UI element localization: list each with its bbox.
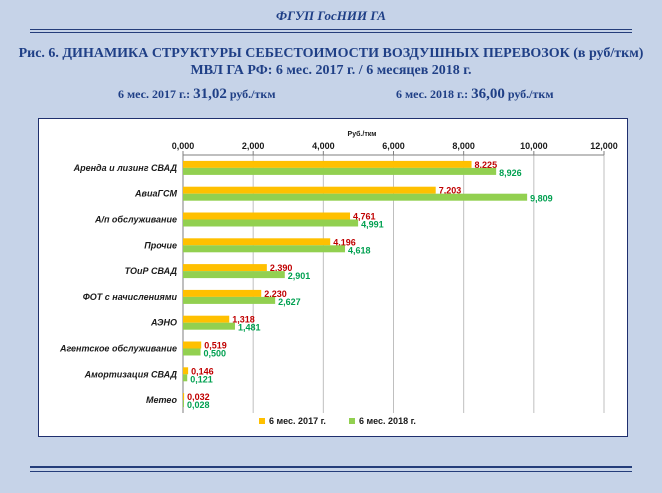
bar-2018: [183, 296, 276, 304]
bottom-divider: [30, 466, 632, 468]
title-line-2: МВЛ ГА РФ: 6 мес. 2017 г. / 6 месяцев 20…: [190, 63, 472, 78]
bar-2017: [183, 238, 331, 246]
data-label-2017: 4,196: [333, 237, 356, 247]
category-label: Амортизация СВАД: [84, 369, 178, 379]
data-label-2017: 0,519: [204, 341, 227, 351]
bar-2018: [183, 245, 346, 253]
bar-2018: [183, 219, 359, 227]
category-label: ФОТ с начислениями: [83, 292, 178, 302]
cost-2017-unit: руб./ткм: [229, 87, 276, 101]
organization-name: ФГУП ГосНИИ ГА: [276, 8, 386, 23]
title-line-1: Рис. 6. ДИНАМИКА СТРУКТУРЫ СЕБЕСТОИМОСТИ…: [18, 46, 644, 61]
bar-2017: [183, 160, 472, 168]
x-tick-label: 4,000: [312, 141, 335, 151]
data-label-2017: 0,032: [187, 392, 210, 402]
data-label-2018: 0,121: [190, 374, 213, 384]
category-label: АЭНО: [150, 318, 177, 328]
data-label-2018: 0,028: [187, 400, 210, 410]
bar-2018: [183, 167, 497, 175]
x-tick-label: 12,000: [590, 141, 618, 151]
category-label: Прочие: [144, 240, 177, 250]
bar-chart: Руб./ткм 0,000 2,000 4,000 6,000 8,000 10,000 1…: [59, 130, 618, 426]
cost-2018-unit: руб./ткм: [507, 87, 554, 101]
bottom-divider-thin: [30, 471, 632, 472]
cost-2017: 6 мес. 2017 г.: 31,02 руб./ткм: [118, 86, 276, 103]
category-label: АвиаГСМ: [134, 189, 177, 199]
cost-2017-label: 6 мес. 2017 г.:: [118, 87, 191, 101]
legend-swatch-2018: [349, 418, 355, 424]
bar-2017: [183, 289, 262, 297]
bar-2018: [183, 193, 528, 201]
cost-2017-value: 31,02: [193, 86, 227, 102]
bar-2018: [183, 374, 188, 382]
legend-label-2017: 6 мес. 2017 г.: [269, 416, 326, 426]
category-label: Агентское обслуживание: [59, 344, 177, 354]
x-tick-label: 0,000: [172, 141, 195, 151]
bar-2018: [183, 271, 285, 279]
data-label-2018: 9,809: [530, 194, 553, 204]
category-label: Метео: [146, 395, 178, 405]
bar-2017: [183, 315, 230, 323]
data-label-2017: 1,318: [232, 315, 255, 325]
data-label-2018: 8,926: [499, 168, 522, 178]
cost-2018-label: 6 мес. 2018 г.:: [396, 87, 469, 101]
bar-2018: [183, 400, 184, 408]
cost-2018-value: 36,00: [471, 86, 505, 102]
top-divider-thin: [30, 32, 632, 33]
data-label-2017: 2,230: [264, 289, 287, 299]
category-label: ТОиР СВАД: [125, 266, 178, 276]
x-axis-unit-label: Руб./ткм: [348, 130, 377, 138]
category-label: А/п обслуживание: [94, 215, 177, 225]
x-tick-label: 6,000: [382, 141, 405, 151]
x-tick-label: 10,000: [520, 141, 548, 151]
data-label-2017: 7,203: [439, 186, 462, 196]
data-label-2018: 0,500: [204, 349, 227, 359]
legend-swatch-2017: [259, 418, 265, 424]
chart-frame: Руб./ткм 0,000 2,000 4,000 6,000 8,000 10,000 1…: [38, 118, 628, 437]
category-label: Аренда и лизинг СВАД: [73, 163, 178, 173]
bar-2017: [183, 393, 185, 401]
chart-title: Рис. 6. ДИНАМИКА СТРУКТУРЫ СЕБЕСТОИМОСТИ…: [10, 45, 652, 79]
x-tick-label: 2,000: [242, 141, 265, 151]
data-label-2018: 2,627: [278, 297, 301, 307]
bar-2017: [183, 212, 351, 220]
data-label-2017: 4,761: [353, 212, 376, 222]
bar-2017: [183, 341, 202, 349]
bar-2017: [183, 367, 189, 375]
data-label-2018: 4,618: [348, 245, 371, 255]
bar-2017: [183, 186, 436, 194]
data-label-2017: 0,146: [191, 366, 214, 376]
bar-2018: [183, 322, 235, 330]
data-label-2018: 1,481: [238, 323, 261, 333]
data-label-2018: 4,991: [361, 220, 384, 230]
data-label-2017: 2,390: [270, 263, 293, 273]
legend-label-2018: 6 мес. 2018 г.: [359, 416, 416, 426]
x-tick-label: 8,000: [452, 141, 475, 151]
top-divider: [30, 29, 632, 30]
cost-2018: 6 мес. 2018 г.: 36,00 руб./ткм: [396, 86, 554, 103]
data-label-2017: 8,225: [475, 160, 498, 170]
data-label-2018: 2,901: [288, 271, 311, 281]
bar-2018: [183, 348, 201, 356]
bar-2017: [183, 264, 267, 272]
